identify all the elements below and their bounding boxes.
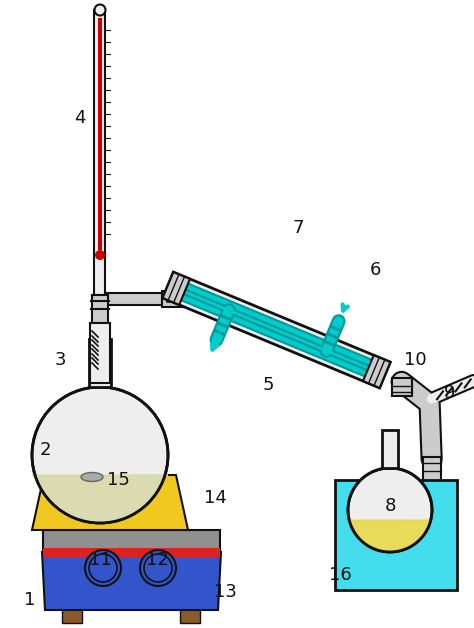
Polygon shape: [348, 521, 432, 552]
Text: 9: 9: [444, 384, 456, 402]
Text: 12: 12: [146, 551, 168, 569]
Bar: [89, 339, 111, 387]
Circle shape: [85, 550, 121, 586]
Ellipse shape: [94, 4, 106, 16]
Polygon shape: [42, 552, 221, 610]
Text: 15: 15: [107, 471, 129, 489]
Circle shape: [348, 468, 432, 552]
Text: 10: 10: [404, 351, 426, 369]
Polygon shape: [163, 272, 391, 388]
Ellipse shape: [81, 472, 103, 482]
Circle shape: [140, 550, 176, 586]
Text: 5: 5: [262, 376, 274, 394]
Bar: [423, 457, 441, 481]
Bar: [92, 295, 108, 323]
Bar: [94, 10, 106, 295]
Text: 14: 14: [203, 489, 227, 507]
Bar: [106, 293, 165, 305]
Circle shape: [95, 250, 105, 260]
Bar: [62, 608, 82, 623]
Bar: [180, 608, 200, 623]
Bar: [43, 530, 220, 552]
Text: 4: 4: [74, 109, 86, 127]
Polygon shape: [32, 475, 168, 523]
Text: 11: 11: [89, 551, 111, 569]
Bar: [335, 480, 457, 590]
Polygon shape: [163, 272, 190, 305]
Polygon shape: [392, 378, 411, 396]
Text: 1: 1: [24, 591, 36, 609]
Text: 7: 7: [292, 219, 304, 237]
Polygon shape: [32, 475, 168, 523]
Bar: [43, 548, 220, 557]
Polygon shape: [363, 355, 391, 388]
Bar: [90, 323, 110, 383]
Bar: [98, 18, 102, 250]
Text: 2: 2: [39, 441, 51, 459]
Polygon shape: [172, 279, 381, 380]
Bar: [162, 291, 184, 307]
Text: 6: 6: [369, 261, 381, 279]
Text: 8: 8: [384, 497, 396, 515]
Text: 13: 13: [214, 583, 237, 601]
Bar: [382, 430, 398, 468]
Text: 3: 3: [54, 351, 66, 369]
Circle shape: [32, 387, 168, 523]
Text: 16: 16: [328, 566, 351, 584]
Polygon shape: [32, 475, 188, 530]
Polygon shape: [348, 521, 432, 552]
